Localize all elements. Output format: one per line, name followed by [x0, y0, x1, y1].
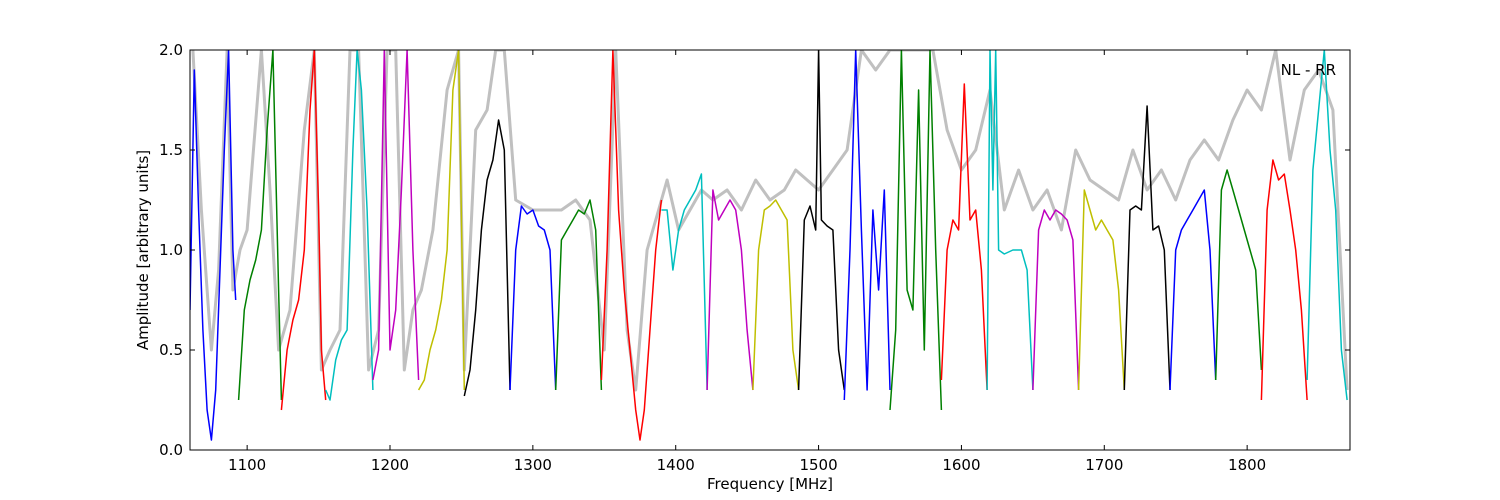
series-segment-14	[797, 50, 846, 391]
y-tick-label-0: 0.0	[159, 441, 183, 459]
x-tick-label-1200: 1200	[371, 456, 409, 474]
x-tick-label-1600: 1600	[942, 456, 980, 474]
background-series-line	[191, 50, 1349, 392]
y-tick-label-1: 0.5	[159, 341, 183, 359]
series-segment-2	[237, 50, 283, 401]
series-layer	[190, 50, 1349, 441]
series-segment-11	[661, 173, 708, 391]
x-tick-label-1300: 1300	[514, 456, 552, 474]
series-segment-5	[372, 50, 420, 381]
series-segment-22	[1169, 189, 1217, 391]
series-segment-8	[509, 205, 557, 391]
series-segment-23	[1214, 169, 1263, 381]
x-tick-label-1800: 1800	[1228, 456, 1266, 474]
series-segment-7	[463, 119, 511, 397]
y-tick-label-3: 1.5	[159, 141, 183, 159]
series-segment-24	[1260, 159, 1308, 401]
series-segment-25	[1306, 50, 1348, 401]
series-segment-12	[706, 189, 754, 391]
series-segment-6	[417, 50, 466, 391]
x-tick-label-1700: 1700	[1085, 456, 1123, 474]
series-segment-16	[889, 50, 943, 411]
tick-layer: 1100 1200 1300 1400 1500 1600 1700 1800 0.0 0.5 1.…	[159, 41, 1350, 474]
series-segment-21	[1123, 105, 1171, 391]
series-segment-9	[554, 199, 603, 391]
x-tick-label-1400: 1400	[657, 456, 695, 474]
x-axis-label: Frequency [MHz]	[707, 475, 833, 493]
y-tick-label-2: 1.0	[159, 241, 183, 259]
y-axis-label: Amplitude [arbitrary units]	[134, 150, 152, 350]
series-segment-17	[940, 83, 988, 391]
x-tick-label-1500: 1500	[799, 456, 837, 474]
y-tick-label-4: 2.0	[159, 41, 183, 59]
chart-annotation: NL - RR	[1281, 61, 1336, 79]
series-segment-19	[1032, 209, 1080, 391]
series-segment-18	[986, 50, 1034, 391]
series-segment-15	[843, 50, 891, 401]
series-segment-3	[280, 50, 327, 411]
series-segment-1	[190, 50, 237, 441]
x-tick-label-1100: 1100	[228, 456, 266, 474]
series-segment-10	[600, 50, 663, 441]
series-segment-4	[325, 50, 374, 401]
series-segment-13	[752, 199, 800, 391]
series-segment-20	[1077, 189, 1126, 391]
